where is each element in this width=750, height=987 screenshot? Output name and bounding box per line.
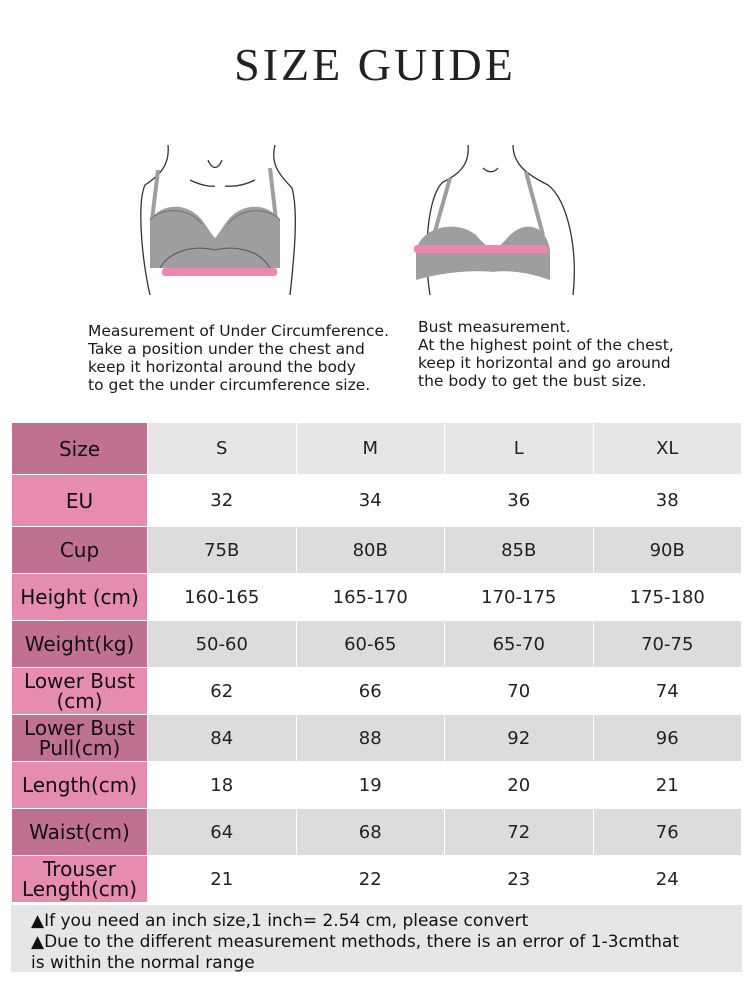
- row-header: EU: [11, 474, 148, 527]
- row-header: Weight(kg): [11, 620, 148, 668]
- table-cell: 96: [592, 714, 742, 762]
- caption-line: keep it horizontal around the body: [88, 358, 356, 376]
- table-cell: 92: [444, 714, 594, 762]
- table-cell: 84: [147, 714, 297, 762]
- table-row: Height (cm) 160-165 165-170 170-175 175-…: [11, 573, 742, 621]
- table-row: Size S M L XL: [11, 422, 742, 475]
- bust-caption: Bust measurement. At the highest point o…: [418, 318, 718, 390]
- table-row: Weight(kg) 50-60 60-65 65-70 70-75: [11, 620, 742, 668]
- caption-line: Measurement of Under Circumference.: [88, 322, 390, 340]
- table-row: EU 32 34 36 38: [11, 474, 742, 527]
- table-cell: 23: [444, 855, 594, 903]
- caption-line: Bust measurement.: [418, 318, 571, 336]
- row-header: Length(cm): [11, 761, 148, 809]
- table-cell: 60-65: [295, 620, 445, 668]
- table-cell: 160-165: [147, 573, 297, 621]
- row-header: Trouser Length(cm): [11, 855, 148, 903]
- table-cell: 85B: [444, 526, 594, 574]
- table-cell: 21: [592, 761, 742, 809]
- table-cell: 32: [147, 474, 297, 527]
- table-cell: 76: [592, 808, 742, 856]
- row-header: Cup: [11, 526, 148, 574]
- table-row: Lower Bust Pull(cm) 84 88 92 96: [11, 714, 742, 762]
- page-title: SIZE GUIDE: [234, 39, 516, 90]
- table-cell: 19: [295, 761, 445, 809]
- table-cell: 21: [147, 855, 297, 903]
- caption-line: At the highest point of the chest,: [418, 336, 674, 354]
- table-cell: 62: [147, 667, 297, 715]
- table-cell: 175-180: [592, 573, 742, 621]
- table-cell: 70: [444, 667, 594, 715]
- caption-line: keep it horizontal and go around: [418, 354, 671, 372]
- row-header: Lower Bust Pull(cm): [11, 714, 148, 762]
- table-cell: 24: [592, 855, 742, 903]
- under-circumference-illustration: [130, 140, 300, 300]
- note-line: ▲If you need an inch size,1 inch= 2.54 c…: [31, 911, 529, 931]
- row-header: Waist(cm): [11, 808, 148, 856]
- row-header: Lower Bust (cm): [11, 667, 148, 715]
- table-cell: XL: [592, 422, 742, 475]
- table-cell: 18: [147, 761, 297, 809]
- table-cell: 80B: [295, 526, 445, 574]
- table-row: Lower Bust (cm) 62 66 70 74: [11, 667, 742, 715]
- table-cell: 36: [444, 474, 594, 527]
- table-cell: 170-175: [444, 573, 594, 621]
- caption-line: Take a position under the chest and: [88, 340, 365, 358]
- size-table: Size S M L XL EU 32 34 36 38 Cup 75B 80B…: [11, 422, 742, 903]
- table-row: Length(cm) 18 19 20 21: [11, 761, 742, 809]
- table-cell: 65-70: [444, 620, 594, 668]
- table-row: Trouser Length(cm) 21 22 23 24: [11, 855, 742, 903]
- table-cell: 34: [295, 474, 445, 527]
- row-header: Size: [11, 422, 148, 475]
- under-circumference-caption: Measurement of Under Circumference. Take…: [88, 322, 408, 394]
- row-header: Height (cm): [11, 573, 148, 621]
- table-cell: 90B: [592, 526, 742, 574]
- table-cell: 88: [295, 714, 445, 762]
- table-row: Waist(cm) 64 68 72 76: [11, 808, 742, 856]
- table-row: Cup 75B 80B 85B 90B: [11, 526, 742, 574]
- note-line: is within the normal range: [31, 953, 255, 973]
- table-cell: S: [147, 422, 297, 475]
- table-cell: 38: [592, 474, 742, 527]
- table-cell: 165-170: [295, 573, 445, 621]
- table-cell: 64: [147, 808, 297, 856]
- table-cell: 70-75: [592, 620, 742, 668]
- table-cell: 50-60: [147, 620, 297, 668]
- caption-line: the body to get the bust size.: [418, 372, 647, 390]
- table-cell: 66: [295, 667, 445, 715]
- table-cell: 20: [444, 761, 594, 809]
- table-cell: 74: [592, 667, 742, 715]
- table-cell: M: [295, 422, 445, 475]
- table-cell: L: [444, 422, 594, 475]
- notes-box: ▲If you need an inch size,1 inch= 2.54 c…: [11, 905, 742, 973]
- table-cell: 22: [295, 855, 445, 903]
- table-cell: 68: [295, 808, 445, 856]
- caption-line: to get the under circumference size.: [88, 376, 371, 394]
- table-cell: 75B: [147, 526, 297, 574]
- note-line: ▲Due to the different measurement method…: [31, 932, 680, 952]
- bust-measurement-illustration: [398, 140, 598, 300]
- table-cell: 72: [444, 808, 594, 856]
